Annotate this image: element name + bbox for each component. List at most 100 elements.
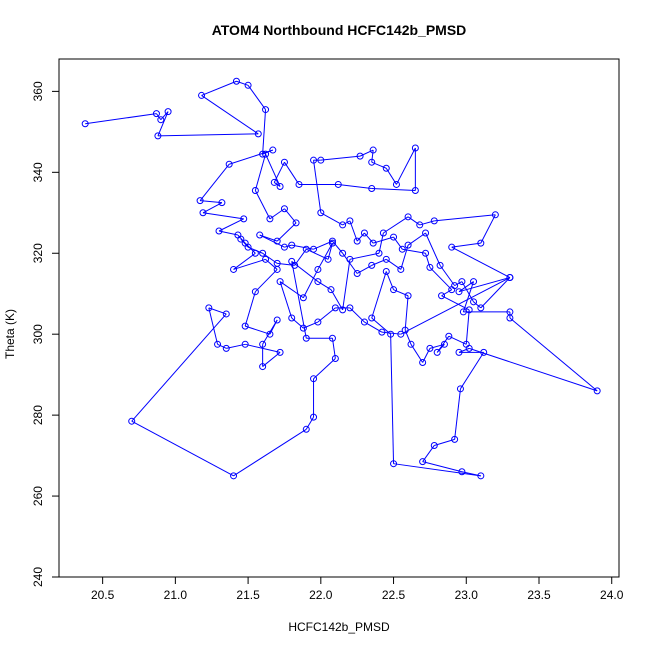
- series-segment: [254, 190, 271, 220]
- y-tick-label: 320: [31, 243, 45, 263]
- data-point: [458, 278, 466, 286]
- series-segment: [458, 277, 511, 293]
- data-point: [430, 441, 438, 449]
- series-segment: [393, 463, 481, 477]
- series-segment: [302, 269, 319, 298]
- series-segment: [262, 352, 281, 367]
- series-segment: [156, 113, 162, 120]
- series-segment: [373, 236, 394, 244]
- series-segment: [284, 244, 292, 248]
- series-segment: [303, 321, 319, 329]
- series-segment: [396, 147, 416, 185]
- data-point: [368, 158, 376, 166]
- series-segment: [254, 153, 267, 191]
- data-point: [436, 261, 444, 269]
- data-point: [426, 344, 434, 352]
- data-point: [314, 265, 322, 273]
- series-lines: [85, 80, 598, 477]
- data-point: [462, 340, 470, 348]
- series-segment: [291, 317, 304, 329]
- series-segment: [342, 259, 351, 310]
- data-point: [440, 340, 448, 348]
- series-segment: [404, 295, 409, 331]
- x-tick-label: 22.0: [309, 588, 333, 602]
- data-point: [451, 282, 459, 290]
- series-segment: [410, 344, 424, 363]
- series-segment: [273, 182, 281, 187]
- series-segment: [255, 269, 278, 293]
- series-segment: [291, 261, 307, 339]
- data-point: [240, 215, 248, 223]
- data-point: [375, 249, 383, 257]
- data-point: [230, 265, 238, 273]
- data-point: [419, 359, 427, 367]
- data-point: [205, 304, 213, 312]
- data-point: [397, 265, 405, 273]
- data-point: [506, 274, 514, 282]
- data-point: [327, 286, 335, 294]
- data-point: [237, 235, 245, 243]
- data-point: [310, 156, 318, 164]
- data-point: [328, 239, 336, 247]
- data-point: [154, 132, 162, 140]
- data-point: [378, 328, 386, 336]
- series-segment: [320, 155, 361, 161]
- data-point: [456, 385, 464, 393]
- data-point: [276, 182, 284, 190]
- data-point: [411, 144, 419, 152]
- data-point: [128, 417, 136, 425]
- data-point: [458, 468, 466, 476]
- series-segment: [434, 214, 496, 222]
- data-point: [480, 348, 488, 356]
- series-segment: [480, 277, 511, 309]
- data-point: [157, 116, 165, 124]
- series-segment: [451, 246, 511, 278]
- data-point: [273, 259, 281, 267]
- data-point: [215, 227, 223, 235]
- data-point: [196, 197, 204, 205]
- series-segment: [441, 295, 470, 311]
- series-segment: [244, 291, 256, 327]
- data-point: [346, 217, 354, 225]
- data-point: [397, 330, 405, 338]
- data-point: [199, 209, 207, 217]
- data-point: [310, 413, 318, 421]
- x-tick-label: 21.0: [164, 588, 188, 602]
- data-point: [368, 261, 376, 269]
- y-tick-label: 300: [31, 324, 45, 344]
- series-segment: [85, 113, 157, 125]
- series-segment: [306, 248, 329, 260]
- data-point: [302, 425, 310, 433]
- y-tick-label: 360: [31, 81, 45, 101]
- data-point: [314, 318, 322, 326]
- data-point: [259, 150, 267, 158]
- series-segment: [202, 202, 223, 214]
- series-segment: [342, 220, 351, 226]
- x-axis-label: HCFC142b_PMSD: [288, 620, 390, 634]
- series-segment: [217, 343, 227, 349]
- data-point: [360, 318, 368, 326]
- data-point: [465, 306, 473, 314]
- series-segment: [390, 334, 395, 464]
- series-segment: [359, 149, 374, 157]
- data-point: [244, 243, 252, 251]
- y-tick-label: 340: [31, 162, 45, 182]
- data-point: [81, 120, 89, 128]
- series-segment: [279, 281, 304, 299]
- series-segment: [313, 160, 322, 213]
- series-segment: [131, 313, 227, 422]
- data-point: [422, 229, 430, 237]
- series-segment: [332, 240, 344, 254]
- series-segment: [425, 232, 441, 266]
- data-point: [280, 243, 288, 251]
- data-point: [273, 316, 281, 324]
- data-point: [225, 160, 233, 168]
- data-point: [241, 340, 249, 348]
- y-axis-label: Theta (K): [3, 309, 17, 359]
- series-segment: [465, 309, 470, 345]
- series-segment: [313, 358, 336, 380]
- data-point: [317, 156, 325, 164]
- data-point: [390, 286, 398, 294]
- series-segment: [461, 281, 474, 303]
